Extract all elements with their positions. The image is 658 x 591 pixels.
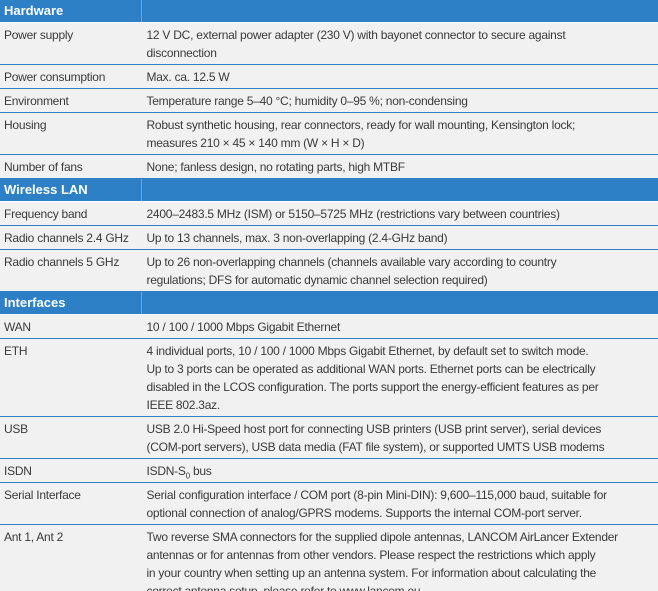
row-label: ISDN: [0, 458, 142, 483]
table-row: WAN 10 / 100 / 1000 Mbps Gigabit Ethernet: [0, 314, 658, 339]
table-row: Housing Robust synthetic housing, rear co…: [0, 112, 658, 155]
row-value: Up to 26 non-overlapping channels (chann…: [141, 249, 658, 292]
row-value: Temperature range 5–40 °C; humidity 0–95…: [141, 88, 658, 113]
row-label: Housing: [0, 112, 142, 155]
value-line: correct antenna setup, please refer to w…: [146, 584, 424, 591]
row-value: 4 individual ports, 10 / 100 / 1000 Mbps…: [141, 338, 658, 417]
table-row: Power consumption Max. ca. 12.5 W: [0, 64, 658, 89]
row-value: None; fanless design, no rotating parts,…: [141, 154, 658, 179]
value-line: 2400–2483.5 MHz (ISM) or 5150–5725 MHz (…: [146, 207, 560, 221]
table-row: Radio channels 5 GHz Up to 26 non-overlap…: [0, 249, 658, 292]
value-line: disabled in the LCOS configuration. The …: [146, 380, 599, 394]
section-header: Interfaces: [0, 291, 658, 315]
row-label: Serial Interface: [0, 482, 142, 525]
table-row: Serial Interface Serial configuration int…: [0, 482, 658, 525]
row-label: ETH: [0, 338, 142, 417]
row-label: Radio channels 2.4 GHz: [0, 225, 142, 250]
row-value: Serial configuration interface / COM por…: [141, 482, 658, 525]
row-value: USB 2.0 Hi-Speed host port for connectin…: [141, 416, 658, 459]
value-line: Up to 3 ports can be operated as additio…: [146, 362, 596, 376]
value-line: 4 individual ports, 10 / 100 / 1000 Mbps…: [146, 344, 589, 358]
table-row: Radio channels 2.4 GHz Up to 13 channels,…: [0, 225, 658, 250]
row-label: Number of fans: [0, 154, 142, 179]
table-row: Number of fans None; fanless design, no r…: [0, 154, 658, 179]
value-line: ISDN-S0 bus: [147, 462, 655, 480]
row-value: 10 / 100 / 1000 Mbps Gigabit Ethernet: [141, 314, 658, 339]
table-row: Environment Temperature range 5–40 °C; hu…: [0, 88, 658, 113]
value-line: USB 2.0 Hi-Speed host port for connectin…: [146, 422, 602, 436]
row-label: Power supply: [0, 22, 142, 65]
value-line: 10 / 100 / 1000 Mbps Gigabit Ethernet: [146, 320, 341, 334]
value-line: Up to 26 non-overlapping channels (chann…: [146, 255, 557, 269]
section-header-spacer: [141, 0, 658, 23]
value-line: Serial configuration interface / COM por…: [146, 488, 608, 502]
section-title: Hardware: [0, 0, 142, 23]
value-line: disconnection: [146, 46, 217, 60]
isdn-suffix: bus: [189, 464, 212, 478]
isdn-subscript: 0: [185, 471, 190, 481]
table-row: Power supply 12 V DC, external power adap…: [0, 22, 658, 65]
row-value: Up to 13 channels, max. 3 non-overlappin…: [141, 225, 658, 250]
value-line: Robust synthetic housing, rear connector…: [146, 118, 576, 132]
row-label: USB: [0, 416, 142, 459]
value-line: (COM-port servers), USB data media (FAT …: [146, 440, 605, 454]
value-line: measures 210 × 45 × 140 mm (W × H × D): [146, 136, 365, 150]
table-row: ETH 4 individual ports, 10 / 100 / 1000 M…: [0, 338, 658, 417]
value-line: None; fanless design, no rotating parts,…: [146, 160, 406, 174]
row-label: WAN: [0, 314, 142, 339]
value-line: regulations; DFS for automatic dynamic c…: [146, 273, 488, 287]
row-value: ISDN-S0 bus: [141, 458, 658, 483]
table-row: USB USB 2.0 Hi-Speed host port for connec…: [0, 416, 658, 459]
value-line: Max. ca. 12.5 W: [146, 70, 230, 84]
section-header: Hardware: [0, 0, 658, 23]
value-line: 12 V DC, external power adapter (230 V) …: [146, 28, 566, 42]
row-value: Max. ca. 12.5 W: [141, 64, 658, 89]
table-row: Ant 1, Ant 2 Two reverse SMA connectors f…: [0, 524, 658, 591]
value-line: antennas or for antennas from other vend…: [146, 548, 596, 562]
section-header-spacer: [141, 178, 658, 202]
row-value: 2400–2483.5 MHz (ISM) or 5150–5725 MHz (…: [141, 201, 658, 226]
section-title: Wireless LAN: [0, 178, 142, 202]
row-value: Two reverse SMA connectors for the suppl…: [141, 524, 658, 591]
value-line: Two reverse SMA connectors for the suppl…: [146, 530, 619, 544]
value-line: Up to 13 channels, max. 3 non-overlappin…: [146, 231, 448, 245]
value-line: in your country when setting up an anten…: [146, 566, 597, 580]
isdn-prefix: ISDN-S: [146, 464, 186, 478]
table-row: ISDN ISDN-S0 bus: [0, 458, 658, 483]
value-line: optional connection of analog/GPRS modem…: [146, 506, 583, 520]
row-label: Ant 1, Ant 2: [0, 524, 142, 591]
table-row: Frequency band 2400–2483.5 MHz (ISM) or 5…: [0, 201, 658, 226]
row-label: Radio channels 5 GHz: [0, 249, 142, 292]
value-line: IEEE 802.3az.: [146, 398, 221, 412]
section-header-spacer: [141, 291, 658, 315]
section-header: Wireless LAN: [0, 178, 658, 202]
value-line: Temperature range 5–40 °C; humidity 0–95…: [146, 94, 468, 108]
row-value: 12 V DC, external power adapter (230 V) …: [141, 22, 658, 65]
row-label: Power consumption: [0, 64, 142, 89]
row-label: Frequency band: [0, 201, 142, 226]
row-value: Robust synthetic housing, rear connector…: [141, 112, 658, 155]
section-title: Interfaces: [0, 291, 142, 315]
row-label: Environment: [0, 88, 142, 113]
